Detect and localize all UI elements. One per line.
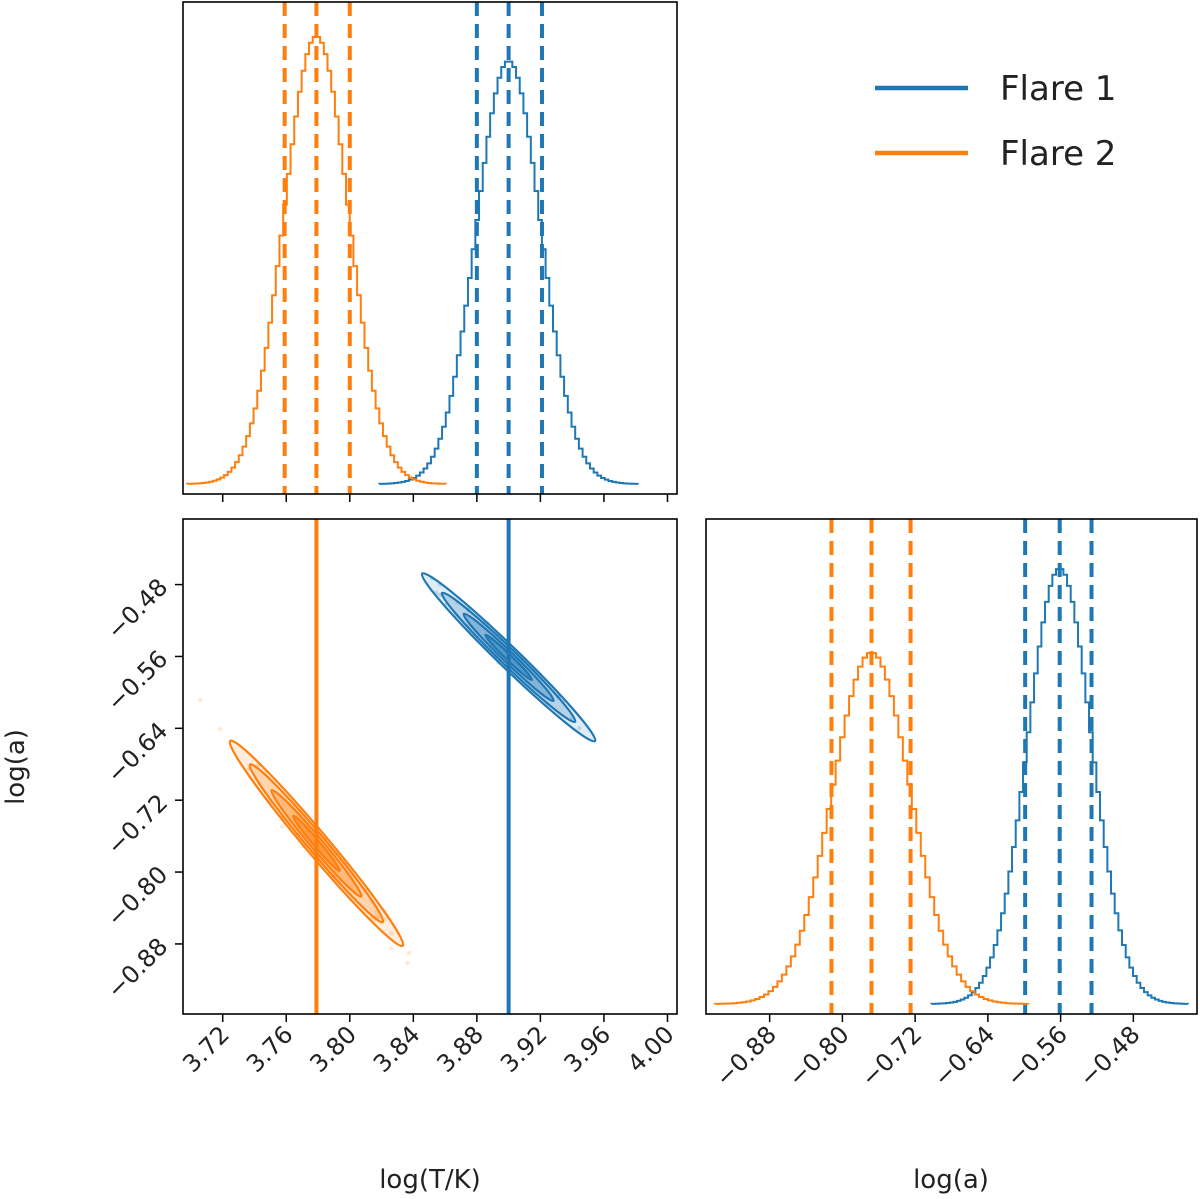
legend: Flare 1 Flare 2 xyxy=(875,69,1116,174)
scatter-point xyxy=(383,916,389,922)
histogram-loga-xtick-label: −0.88 xyxy=(710,1020,782,1092)
scatter-logT-loga-panel: 3.72 3.76 3.80 3.84 3.88 3.92 3.96 4.00 −0.48−0… xyxy=(101,518,680,1078)
scatter-xtick-label: 3.72 xyxy=(177,1020,235,1078)
scatter-point xyxy=(389,931,394,936)
scatter-xticks: 3.72 3.76 3.80 3.84 3.88 3.92 3.96 4.00 xyxy=(177,1014,680,1078)
y-axis-label-loga: log(a) xyxy=(1,729,31,805)
scatter-xtick-label: 3.84 xyxy=(368,1020,426,1078)
scatter-xtick-label: 3.76 xyxy=(241,1020,299,1078)
histogram-loga-xtick-label: −0.80 xyxy=(783,1020,855,1092)
legend-label-flare-1: Flare 1 xyxy=(1000,69,1116,109)
scatter-xtick-label: 3.80 xyxy=(304,1020,362,1078)
scatter-xtick-label: 3.92 xyxy=(495,1020,553,1078)
histogram-logT-frame xyxy=(182,1,678,495)
histogram-logT-panel xyxy=(182,1,678,502)
scatter-ytick-label: −0.80 xyxy=(101,861,173,933)
scatter-xtick-label: 3.88 xyxy=(432,1020,490,1078)
scatter-ytick-label: −0.56 xyxy=(101,645,173,717)
scatter-xtick-label: 4.00 xyxy=(622,1020,680,1078)
histogram-loga-frame xyxy=(705,518,1198,1015)
scatter-frame xyxy=(182,518,678,1015)
histogram-logT-flare-1 xyxy=(378,60,640,485)
scatter-ytick-label: −0.64 xyxy=(101,717,173,789)
scatter-ytick-label: −0.48 xyxy=(101,573,173,645)
scatter-point xyxy=(405,960,410,966)
scatter-ytick-label: −0.72 xyxy=(101,789,173,861)
scatter-yticks: −0.48−0.56−0.64−0.72−0.80−0.88 xyxy=(101,573,183,1004)
histogram-logT-flare-2 xyxy=(186,36,447,485)
histogram-loga-xtick-label: −0.48 xyxy=(1074,1020,1146,1092)
scatter-xtick-label: 3.96 xyxy=(559,1020,617,1078)
x-axis-label-loga: log(a) xyxy=(913,1165,989,1195)
scatter-point xyxy=(198,697,203,703)
histogram-loga-panel: −0.88 −0.80 −0.72 −0.64 −0.56 −0.48 xyxy=(705,518,1198,1092)
x-axis-label-logT: log(T/K) xyxy=(379,1165,481,1195)
scatter-point xyxy=(389,946,394,951)
scatter-ytick-label: −0.88 xyxy=(101,932,173,1004)
legend-label-flare-2: Flare 2 xyxy=(1000,134,1116,174)
scatter-point xyxy=(406,951,412,956)
histogram-logT-xticks xyxy=(221,494,669,502)
histogram-loga-xtick-label: −0.72 xyxy=(856,1020,928,1092)
scatter-point xyxy=(279,824,285,829)
histogram-loga-xtick-label: −0.56 xyxy=(1001,1020,1073,1092)
histogram-loga-xticks: −0.88 −0.80 −0.72 −0.64 −0.56 −0.48 xyxy=(710,1014,1146,1092)
scatter-point xyxy=(577,725,582,731)
scatter-point xyxy=(217,726,223,732)
histogram-loga-xtick-label: −0.64 xyxy=(928,1020,1000,1092)
